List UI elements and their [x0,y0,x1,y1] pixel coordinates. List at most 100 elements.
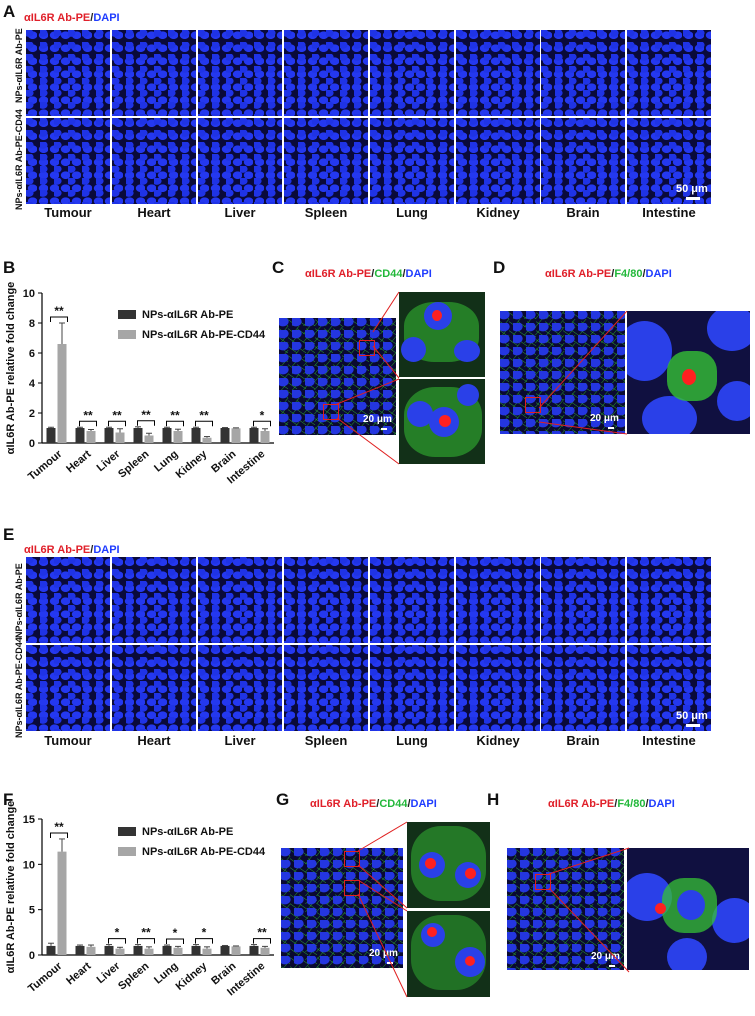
panel-e-stain-legend: αIL6R Ab-PE/DAPI [24,544,120,556]
panel-b-bar-heart-s1 [75,428,85,443]
panel-h-stain-legend: αIL6R Ab-PE/F4/80/DAPI [548,798,675,810]
panel-b-sig-bracket [166,420,184,427]
panel-f-x-tick-label: Tumour [26,960,65,995]
panel-a-tile-r1-lung [370,30,454,116]
panel-e-tile-r2-liver [198,645,282,731]
panel-e-tile-r2-spleen [284,645,368,731]
panel-f-sig-label: ** [141,926,151,940]
panel-c-zoom-connectors [336,291,400,465]
panel-e-tile-r2-lung [370,645,454,731]
panel-a-row1-label: NPs-αIL6R Ab-PE [14,28,24,103]
panel-f-bar-spleen-s1 [133,945,143,955]
panel-b-bar-intestine-s1 [249,428,259,443]
panel-a-organ-label-spleen: Spleen [304,205,348,220]
panel-b-sig-bracket [195,420,213,427]
panel-f-bar-lung-s2 [173,947,183,955]
panel-b-bar-tumour-s2 [57,344,67,443]
panel-a-tile-r2-lung [370,118,454,204]
panel-b-bar-brain-s1 [220,428,230,443]
panel-h-zoom [627,848,749,970]
panel-a-tile-r1-liver [198,30,282,116]
panel-e-organ-label-intestine: Intestine [642,733,696,748]
panel-b-sig-label: ** [141,408,151,422]
panel-f-y-tick-label: 5 [29,905,35,917]
panel-f-sig-bracket [50,832,68,838]
panel-a-tile-r1-spleen [284,30,368,116]
panel-g-scale-bar [387,962,393,964]
panel-b-sig-label: ** [199,408,209,422]
panel-d-letter: D [493,258,506,277]
panel-b-sig-label: * [260,408,265,422]
panel-a-tile-r1-tumour [26,30,110,116]
panel-g-scale-label: 20 μm [369,948,398,959]
panel-d-roi-box [525,397,541,413]
panel-b-sig-bracket [137,420,155,426]
panel-f-bar-tumour-s1 [46,945,56,955]
panel-b-sig-label: ** [112,408,122,422]
panel-f-bar-heart-s2 [86,946,96,955]
panel-f-x-tick-label: Heart [64,960,94,987]
panel-e-organ-label-tumour: Tumour [44,733,92,748]
panel-b-y-tick-label: 2 [29,408,35,420]
panel-b-bar-brain-s2 [231,428,241,443]
panel-f-sig-bracket [137,938,155,944]
panel-d-scale-label: 20 μm [590,413,619,424]
panel-e-tile-r1-spleen [284,557,368,643]
panel-b-legend-swatch [118,310,136,319]
panel-f-sig-label: ** [54,820,64,834]
panel-f-sig-label: * [115,926,120,940]
panel-f-sig-bracket [253,938,271,944]
panel-e-tile-r2-kidney [456,645,540,731]
panel-b-x-tick-label: Heart [64,448,94,475]
panel-a-tile-r2-kidney [456,118,540,204]
panel-f-bar-tumour-s2 [57,851,67,955]
panel-a-tile-r1-kidney [456,30,540,116]
panel-a-tile-r2-heart [112,118,196,204]
panel-c-zoom-2 [399,379,485,464]
panel-c-roi-box-2 [323,404,339,420]
panel-b-y-axis-label: αIL6R Ab-PE relative fold change [5,282,17,455]
panel-f-y-axis-label: αIL6R Ab-PE relative fold change [5,801,17,974]
panel-b-bar-lung-s2 [173,431,183,443]
panel-a-tile-r2-intestine [627,118,711,204]
panel-b-bar-heart-s2 [86,431,96,443]
panel-f-bar-liver-s1 [104,945,114,955]
panel-f-legend-label: NPs-αIL6R Ab-PE [142,826,233,838]
panel-e-tile-r1-heart [112,557,196,643]
panel-d-scale-bar [608,427,614,429]
panel-f-x-tick-label: Kidney [174,960,210,993]
panel-b-bar-intestine-s2 [260,431,270,443]
panel-e-tile-r2-brain [541,645,625,731]
panel-a-organ-label-brain: Brain [566,205,600,220]
panel-b-letter: B [3,258,16,277]
panel-b-sig-bracket [108,420,126,427]
panel-a-tile-r2-spleen [284,118,368,204]
panel-f-sig-bracket [166,938,184,945]
panel-f-y-tick-label: 15 [23,814,35,826]
panel-f-bar-brain-s2 [231,946,241,955]
panel-e-organ-label-liver: Liver [224,733,256,748]
panel-h-zoom-connectors [548,847,630,973]
panel-f-legend-label: NPs-αIL6R Ab-PE-CD44 [142,846,266,858]
panel-h-letter: H [487,790,500,809]
panel-f-bar-lung-s1 [162,945,172,955]
panel-b-legend-label: NPs-αIL6R Ab-PE-CD44 [142,329,266,341]
panel-g-zoom-1 [407,822,490,908]
panel-a-scale-label: 50 μm [676,183,708,195]
panel-a-organ-label-intestine: Intestine [642,205,696,220]
panel-e-letter: E [3,525,15,544]
panel-a-tile-r1-intestine [627,30,711,116]
panel-f-bar-liver-s2 [115,948,125,955]
panel-a-tile-r2-brain [541,118,625,204]
panel-e-row1-label: NPs-αIL6R Ab-PE [14,563,24,638]
panel-b-y-tick-label: 8 [29,318,35,330]
panel-h-overview-image: 20 μm [507,848,624,970]
panel-b-chart: 0 2 4 6 8 10 αIL6R Ab-PE relative fold change *… [5,282,274,486]
panel-a-tile-r2-tumour [26,118,110,204]
panel-f-bar-kidney-s1 [191,945,201,955]
panel-f-sig-label: * [173,926,178,940]
panel-g-zoom-connectors [357,821,408,998]
panel-f-sig-bracket [108,938,126,944]
panel-g-roi-box-1 [344,851,360,867]
